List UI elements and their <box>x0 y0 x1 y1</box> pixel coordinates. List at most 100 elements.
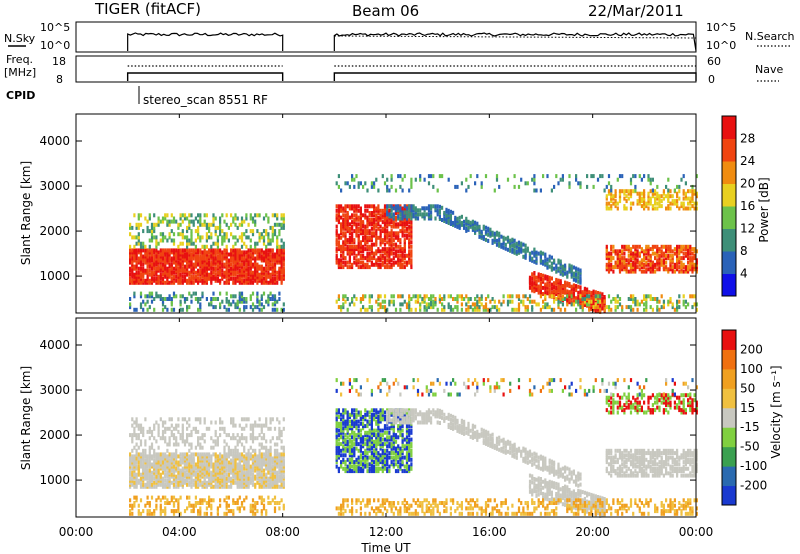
heatmap-cell <box>673 265 676 270</box>
heatmap-cell <box>153 258 156 263</box>
heatmap-cell <box>381 174 384 179</box>
heatmap-cell <box>397 256 400 261</box>
heatmap-cell <box>463 297 466 301</box>
heatmap-cell <box>203 470 206 475</box>
heatmap-cell <box>665 265 668 270</box>
heatmap-cell <box>232 280 235 285</box>
heatmap-cell <box>377 220 380 225</box>
heatmap-cell <box>258 302 261 307</box>
heatmap-cell <box>269 254 272 259</box>
heatmap-cell <box>397 224 400 229</box>
heatmap-cell <box>280 244 283 249</box>
heatmap-cell <box>353 249 356 254</box>
heatmap-cell <box>357 181 360 186</box>
heatmap-cell <box>416 208 420 213</box>
heatmap-cell <box>375 260 378 265</box>
heatmap-cell <box>408 251 411 256</box>
heatmap-cell <box>388 251 391 256</box>
heatmap-cell <box>434 297 437 301</box>
heatmap-cell <box>359 229 362 234</box>
heatmap-cell <box>199 501 202 505</box>
heatmap-cell <box>383 231 387 236</box>
heatmap-cell <box>476 221 479 226</box>
heatmap-cell <box>359 217 362 222</box>
heatmap-cell <box>467 297 470 301</box>
heatmap-cell <box>251 274 255 279</box>
heatmap-cell <box>362 260 365 265</box>
heatmap-cell <box>188 222 191 227</box>
heatmap-cell <box>476 299 479 304</box>
heatmap-cell <box>260 264 263 269</box>
heatmap-cell <box>682 269 685 274</box>
heatmap-cell <box>618 267 622 272</box>
heatmap-cell <box>586 287 589 292</box>
freq-trace <box>126 65 697 81</box>
heatmap-cell <box>221 252 224 257</box>
heatmap-cell <box>186 478 189 483</box>
heatmap-cell <box>357 229 360 234</box>
heatmap-cell <box>452 307 455 312</box>
heatmap-cell <box>629 253 633 258</box>
heatmap-cell <box>245 470 248 475</box>
heatmap-cell <box>366 307 369 312</box>
heatmap-cell <box>520 177 523 182</box>
heatmap-cell <box>535 260 538 265</box>
heatmap-cell <box>234 452 237 457</box>
heatmap-cell <box>610 265 613 270</box>
heatmap-cell <box>691 267 694 272</box>
heatmap-cell <box>515 307 518 312</box>
heatmap-cell <box>230 276 233 281</box>
heatmap-cell <box>168 458 171 463</box>
y-tick-label: 3000 <box>39 179 70 193</box>
heatmap-cell <box>142 462 145 467</box>
heatmap-cell <box>392 302 395 307</box>
heatmap-cell <box>423 299 426 304</box>
heatmap-cell <box>236 462 239 467</box>
heatmap-cell <box>596 177 600 182</box>
heatmap-cell <box>271 276 274 281</box>
heatmap-cell <box>159 272 162 277</box>
heatmap-cell <box>155 276 158 281</box>
heatmap-cell <box>335 215 338 220</box>
heatmap-cell <box>219 225 222 230</box>
heatmap-cell <box>495 174 499 179</box>
heatmap-cell <box>366 244 369 249</box>
heatmap-cell <box>164 280 167 285</box>
heatmap-cell <box>280 266 283 271</box>
heatmap-cell <box>377 206 380 211</box>
heatmap-cell <box>669 260 672 265</box>
heatmap-cell <box>144 448 147 453</box>
heatmap-cell <box>373 211 376 215</box>
heatmap-cell <box>205 222 208 227</box>
heatmap-cell <box>399 253 402 258</box>
heatmap-cell <box>157 456 160 461</box>
heatmap-cell <box>142 299 145 304</box>
heatmap-cell <box>172 266 176 271</box>
heatmap-cell <box>553 291 556 296</box>
heatmap-cell <box>676 258 679 263</box>
heatmap-cell <box>172 495 176 500</box>
heatmap-cell <box>188 442 191 447</box>
heatmap-cell <box>159 498 162 503</box>
heatmap-cell <box>148 478 151 483</box>
heatmap-cell <box>236 506 239 511</box>
heatmap-cell <box>254 219 257 224</box>
heatmap-cell <box>662 251 665 256</box>
heatmap-cell <box>159 452 162 457</box>
heatmap-cell <box>535 188 538 193</box>
heatmap-cell <box>197 464 200 469</box>
heatmap-cell <box>240 256 244 261</box>
heatmap-cell <box>188 462 191 467</box>
heatmap-cell <box>186 264 189 269</box>
heatmap-cell <box>366 240 369 245</box>
heatmap-cell <box>179 302 182 307</box>
heatmap-cell <box>588 302 591 307</box>
heatmap-cell <box>337 217 340 222</box>
heatmap-cell <box>351 213 354 218</box>
heatmap-cell <box>513 248 516 253</box>
heatmap-cell <box>645 297 648 301</box>
heatmap-cell <box>575 299 578 304</box>
heatmap-cell <box>643 297 646 301</box>
heatmap-cell <box>383 242 387 247</box>
heatmap-cell <box>643 307 646 312</box>
